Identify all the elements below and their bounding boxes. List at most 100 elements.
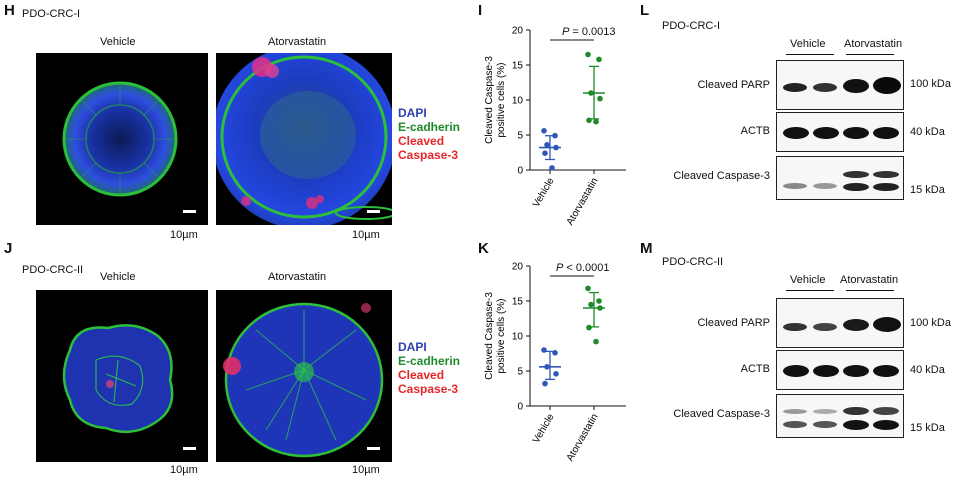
pvalue-k: P < 0.0001: [556, 262, 610, 274]
y-axis-label: Cleaved Caspase-3positive cells (%): [484, 56, 507, 144]
y-axis-label-line: positive cells (%): [496, 298, 507, 373]
panel-m-title: PDO-CRC-II: [662, 256, 724, 268]
lane-group-line: [846, 54, 894, 55]
y-tick-label: 0: [517, 402, 523, 413]
marker-40kda-l: 40 kDa: [910, 126, 945, 138]
scale-label-j-atorvastatin: 10µm: [352, 464, 380, 476]
panel-letter-m: M: [640, 240, 653, 257]
data-point: [541, 347, 547, 353]
data-point: [588, 90, 594, 96]
legend-ecadherin: E-cadherin: [398, 120, 461, 134]
pvalue-text: = 0.0013: [569, 26, 616, 38]
y-tick-label: 5: [517, 367, 523, 378]
data-point: [544, 364, 550, 370]
legend-cleaved: Cleaved: [398, 368, 445, 382]
data-point: [553, 144, 559, 151]
lane-group-line: [786, 54, 834, 55]
micrograph-j-vehicle: [36, 290, 208, 462]
blot-m-row-parp: Cleaved PARP: [697, 317, 770, 329]
x-tick-label: Atorvastatin: [565, 412, 601, 463]
blot-m-atorvastatin-label: Atorvastatin: [840, 274, 899, 286]
data-point: [552, 350, 558, 356]
y-tick-label: 15: [512, 61, 524, 72]
panel-letter-k: K: [478, 240, 489, 257]
chart-i: Cleaved Caspase-3positive cells (%) 0 5 10 1…: [484, 26, 626, 227]
scale-label-h-atorvastatin: 10µm: [352, 229, 380, 241]
marker-100kda-l: 100 kDa: [910, 78, 951, 90]
data-point: [597, 95, 603, 102]
blot-m-row-casp3: Cleaved Caspase-3: [673, 408, 770, 420]
y-axis-label: Cleaved Caspase-3positive cells (%): [484, 292, 507, 380]
blot-l-row-actb: ACTB: [740, 125, 770, 137]
data-point: [552, 132, 558, 139]
blot-l-vehicle-label: Vehicle: [790, 38, 826, 50]
scale-bar: [183, 210, 196, 213]
data-point: [586, 324, 592, 331]
data-point: [549, 165, 555, 171]
data-point: [585, 285, 591, 292]
lane-group-line: [846, 290, 894, 291]
panel-letter-j: J: [4, 240, 13, 257]
data-point: [596, 298, 602, 304]
pvalue-symbol: P: [556, 262, 564, 274]
blot-l-actb: [776, 112, 904, 152]
panel-j-atorvastatin-label: Atorvastatin: [268, 271, 327, 283]
y-axis-label-line: positive cells (%): [496, 62, 507, 137]
marker-15kda-l: 15 kDa: [910, 184, 945, 196]
scale-bar: [367, 447, 380, 450]
legend-caspase3: Caspase-3: [398, 382, 459, 396]
panel-letter-l: L: [640, 2, 650, 19]
marker-40kda-m: 40 kDa: [910, 364, 945, 376]
x-tick-label: Vehicle: [531, 412, 557, 446]
micrograph-h-vehicle: [36, 53, 208, 225]
data-point: [542, 380, 548, 387]
blot-l-parp: [776, 60, 904, 110]
panel-j-vehicle-label: Vehicle: [100, 271, 136, 283]
pvalue-symbol: P: [562, 26, 570, 38]
y-tick-label: 20: [512, 262, 524, 273]
data-point: [588, 301, 594, 308]
channel-legend-h: DAPI E-cadherin Cleaved Caspase-3: [398, 106, 460, 162]
x-tick-label: Vehicle: [531, 176, 557, 210]
legend-dapi: DAPI: [398, 106, 427, 120]
data-point: [544, 142, 550, 148]
y-tick-label: 10: [512, 332, 524, 343]
panel-l-title: PDO-CRC-I: [662, 20, 721, 32]
legend-ecadherin: E-cadherin: [398, 354, 461, 368]
lane-group-line: [786, 290, 834, 291]
blot-m-vehicle-label: Vehicle: [790, 274, 826, 286]
scale-label-h-vehicle: 10µm: [170, 229, 198, 241]
y-tick-label: 15: [512, 297, 524, 308]
panel-h-atorvastatin-label: Atorvastatin: [268, 36, 327, 48]
data-point: [593, 118, 599, 125]
y-tick-label: 10: [512, 96, 524, 107]
x-tick-label: Atorvastatin: [565, 176, 601, 227]
legend-dapi: DAPI: [398, 340, 427, 354]
chart-k: Cleaved Caspase-3positive cells (%) 0 5 10 1…: [484, 262, 626, 463]
blot-l-atorvastatin-label: Atorvastatin: [844, 38, 903, 50]
panel-letter-i: I: [478, 2, 483, 19]
data-point: [553, 371, 559, 377]
blot-l-row-parp: Cleaved PARP: [697, 79, 770, 91]
blot-m-casp3: [776, 394, 904, 438]
data-point: [593, 338, 599, 345]
blot-m-row-actb: ACTB: [740, 363, 770, 375]
y-axis-label-line: Cleaved Caspase-3: [484, 56, 495, 144]
y-axis-label-line: Cleaved Caspase-3: [484, 292, 495, 380]
micrograph-j-atorvastatin: [216, 290, 392, 462]
micrograph-h-atorvastatin: [216, 53, 392, 225]
panel-h-title: PDO-CRC-I: [22, 8, 81, 20]
data-point: [596, 56, 602, 63]
data-point: [597, 305, 603, 311]
marker-100kda-m: 100 kDa: [910, 317, 951, 329]
legend-caspase3: Caspase-3: [398, 148, 459, 162]
pvalue-text: < 0.0001: [563, 262, 610, 274]
marker-15kda-m: 15 kDa: [910, 422, 945, 434]
scale-label-j-vehicle: 10µm: [170, 464, 198, 476]
pvalue-i: P = 0.0013: [562, 26, 616, 38]
scale-bar: [183, 447, 196, 450]
blot-l-row-casp3: Cleaved Caspase-3: [673, 170, 770, 182]
legend-cleaved: Cleaved: [398, 134, 445, 148]
scale-bar: [367, 210, 380, 213]
blot-m-actb: [776, 350, 904, 390]
